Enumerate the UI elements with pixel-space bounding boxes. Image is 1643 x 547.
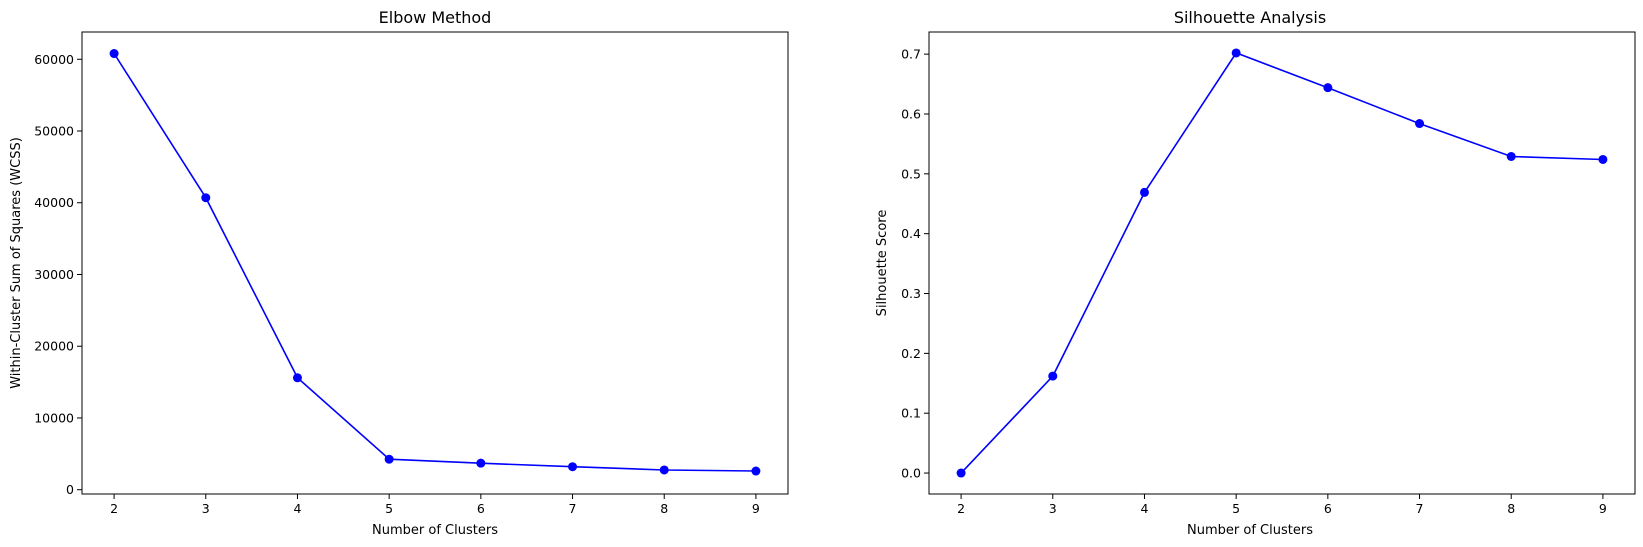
silhouette-y-tick-label: 0.7	[901, 47, 921, 62]
silhouette-data-point	[1506, 151, 1516, 161]
elbow-ticks: 2 3 4 5 6 7 8 9 0 10000 20000 30000 40000 50000 60000	[34, 52, 760, 516]
silhouette-x-tick-label: 3	[1049, 501, 1057, 516]
elbow-y-tick-label: 40000	[34, 195, 74, 210]
elbow-y-axis-label: Within-Cluster Sum of Squares (WCSS)	[9, 137, 24, 389]
elbow-data-point	[568, 462, 578, 472]
elbow-plot-frame	[81, 31, 789, 495]
elbow-x-tick-label: 2	[110, 501, 118, 516]
silhouette-data-point	[1139, 187, 1149, 197]
elbow-y-tick-label: 50000	[34, 124, 74, 139]
silhouette-x-tick-label: 6	[1324, 501, 1332, 516]
elbow-data-point	[476, 458, 486, 468]
elbow-x-tick-label: 6	[477, 501, 485, 516]
silhouette-chart-title: Silhouette Analysis	[1174, 8, 1326, 27]
elbow-data-point	[201, 193, 211, 203]
elbow-x-tick-label: 8	[660, 501, 668, 516]
silhouette-y-tick-label: 0.4	[901, 226, 921, 241]
silhouette-plot-frame	[928, 31, 1636, 495]
silhouette-data-point	[1598, 154, 1608, 164]
elbow-x-tick-label: 3	[202, 501, 210, 516]
silhouette-series-line	[960, 51, 1603, 474]
elbow-data-point	[384, 454, 394, 464]
silhouette-x-tick-label: 7	[1416, 501, 1424, 516]
silhouette-x-tick-label: 5	[1232, 501, 1240, 516]
elbow-chart-title: Elbow Method	[379, 8, 492, 27]
elbow-data-point	[109, 49, 119, 59]
silhouette-y-tick-label: 0.5	[901, 166, 921, 181]
silhouette-x-tick-label: 9	[1599, 501, 1607, 516]
silhouette-y-tick-label: 0.1	[901, 406, 921, 421]
silhouette-data-point	[1415, 119, 1425, 129]
elbow-x-tick-label: 4	[293, 501, 301, 516]
elbow-y-tick-label: 10000	[34, 410, 74, 425]
elbow-data-point	[659, 465, 669, 475]
silhouette-y-tick-label: 0.6	[901, 106, 921, 121]
silhouette-data-point	[1323, 83, 1333, 93]
silhouette-series	[956, 48, 1608, 478]
elbow-y-tick-label: 60000	[34, 52, 74, 67]
silhouette-y-tick-label: 0.3	[901, 286, 921, 301]
elbow-x-tick-label: 5	[385, 501, 393, 516]
elbow-data-point	[292, 373, 302, 383]
silhouette-x-axis-label: Number of Clusters	[1187, 523, 1313, 538]
silhouette-chart: Silhouette Analysis 2 3 4 5 6 7 8 9 0.0 0.1 0.2 0.3…	[875, 8, 1636, 538]
silhouette-data-point	[1048, 371, 1058, 381]
silhouette-data-point	[956, 468, 966, 478]
elbow-x-axis-label: Number of Clusters	[372, 523, 498, 538]
elbow-y-tick-label: 20000	[34, 339, 74, 354]
elbow-chart: Elbow Method 2 3 4 5 6 7 8 9 0 10000 20000 30000 400…	[9, 8, 789, 538]
silhouette-y-tick-label: 0.0	[901, 466, 921, 481]
elbow-x-tick-label: 7	[569, 501, 577, 516]
silhouette-y-axis-label: Silhouette Score	[875, 210, 890, 317]
elbow-x-tick-label: 9	[752, 501, 760, 516]
elbow-series	[109, 49, 761, 476]
silhouette-ticks: 2 3 4 5 6 7 8 9 0.0 0.1 0.2 0.3 0.4 0.5 0.6 0.7	[901, 47, 1607, 516]
silhouette-x-tick-label: 2	[957, 501, 965, 516]
elbow-y-tick-label: 0	[66, 482, 74, 497]
silhouette-x-tick-label: 8	[1507, 501, 1515, 516]
elbow-data-point	[751, 466, 761, 476]
elbow-y-tick-label: 30000	[34, 267, 74, 282]
silhouette-y-tick-label: 0.2	[901, 346, 921, 361]
elbow-series-line	[113, 53, 756, 472]
silhouette-data-point	[1231, 48, 1241, 58]
silhouette-x-tick-label: 4	[1140, 501, 1148, 516]
